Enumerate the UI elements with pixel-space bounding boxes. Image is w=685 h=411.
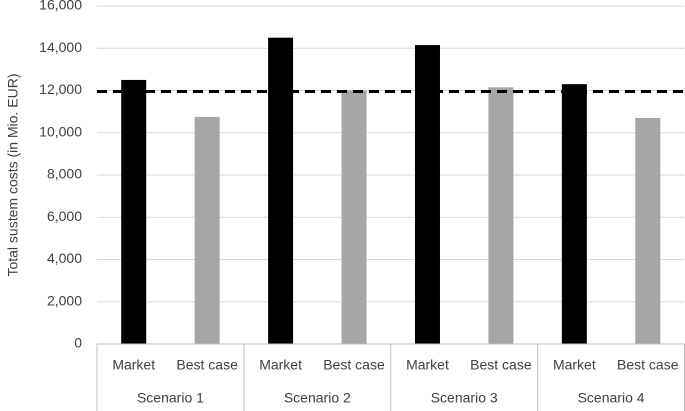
y-tick-label: 14,000	[39, 39, 82, 55]
x-tick-label: Market	[112, 357, 155, 373]
y-tick-label: 0	[74, 335, 82, 351]
x-tick-label: Market	[553, 357, 596, 373]
x-tick-label: Best case	[470, 357, 532, 373]
bar	[341, 90, 367, 344]
y-tick-label: 16,000	[39, 0, 82, 13]
bar	[268, 37, 294, 344]
bar	[414, 45, 440, 345]
y-tick-label: 8,000	[47, 166, 82, 182]
y-tick-label: 10,000	[39, 123, 82, 139]
bar	[561, 84, 587, 344]
bar	[194, 116, 220, 344]
y-tick-label: 4,000	[47, 250, 82, 266]
y-axis-label: Total sustem costs (in Mio. EUR)	[5, 73, 21, 276]
y-tick-label: 2,000	[47, 292, 82, 308]
y-tick-label: 12,000	[39, 81, 82, 97]
x-tick-label: Best case	[176, 357, 238, 373]
group-label: Scenario 3	[431, 390, 498, 406]
x-tick-label: Best case	[617, 357, 679, 373]
bar	[488, 87, 514, 345]
bar	[121, 79, 147, 344]
x-tick-label: Market	[406, 357, 449, 373]
group-label: Scenario 4	[578, 390, 645, 406]
y-tick-label: 6,000	[47, 208, 82, 224]
x-tick-label: Best case	[323, 357, 385, 373]
x-tick-label: Market	[259, 357, 302, 373]
group-label: Scenario 1	[137, 390, 204, 406]
bar	[635, 117, 661, 345]
group-label: Scenario 2	[284, 390, 351, 406]
